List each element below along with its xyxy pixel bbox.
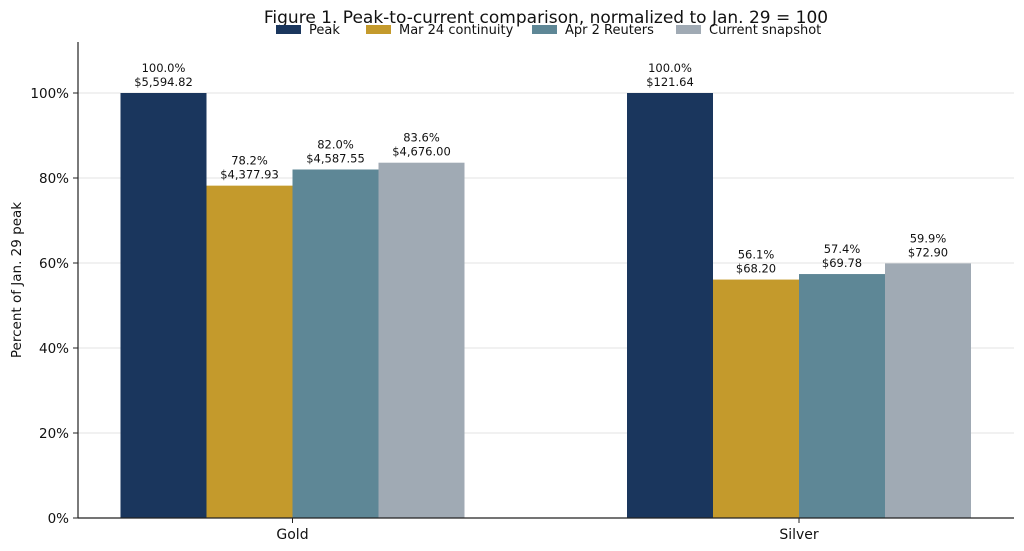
y-tick-label: 80% (39, 171, 69, 187)
data-label-percent: 78.2% (231, 154, 268, 168)
legend-label: Peak (309, 23, 340, 38)
legend-swatch (676, 25, 701, 34)
y-tick-label: 0% (48, 511, 70, 527)
bar-gold-3 (292, 169, 379, 518)
y-tick-label: 40% (39, 341, 69, 357)
data-label-percent: 59.9% (910, 231, 947, 245)
legend: Peak Mar 24 continuity Apr 2 Reuters Curren… (276, 23, 821, 38)
axes: 0% 20% 40% 60% 80% 100% Gold Silver (30, 42, 1014, 543)
data-label-percent: 82.0% (317, 138, 354, 152)
bar-silver-1 (627, 93, 713, 518)
bar-gold-2 (206, 185, 293, 518)
legend-label: Apr 2 Reuters (565, 23, 654, 38)
data-label-price: $69.78 (822, 256, 862, 270)
bar-silver-3 (799, 274, 885, 518)
data-label-percent: 57.4% (824, 242, 861, 256)
y-axis-label: Percent of Jan. 29 peak (9, 202, 25, 358)
data-label-price: $4,676.00 (392, 145, 451, 159)
bar-silver-4 (885, 263, 971, 518)
data-label-percent: 100.0% (648, 61, 692, 75)
x-tick-label: Gold (276, 527, 308, 543)
legend-label: Current snapshot (709, 23, 821, 38)
data-label-percent: 56.1% (738, 248, 775, 262)
bars (120, 93, 971, 518)
y-tick-label: 60% (39, 256, 69, 272)
data-label-price: $4,587.55 (306, 152, 365, 166)
bar-gold-4 (378, 162, 465, 518)
x-tick-label: Silver (779, 527, 819, 543)
data-label-price: $4,377.93 (220, 168, 279, 182)
bar-gold-1 (120, 93, 207, 518)
data-labels: 100.0%$5,594.8278.2%$4,377.9382.0%$4,587… (134, 61, 948, 276)
data-label-price: $72.90 (908, 245, 948, 259)
data-label-percent: 100.0% (142, 61, 186, 75)
legend-swatch (276, 25, 301, 34)
data-label-price: $5,594.82 (134, 75, 193, 89)
legend-swatch (532, 25, 557, 34)
legend-label: Mar 24 continuity (399, 23, 514, 38)
legend-swatch (366, 25, 391, 34)
y-tick-label: 100% (30, 86, 69, 102)
data-label-price: $121.64 (646, 75, 694, 89)
data-label-price: $68.20 (736, 262, 776, 276)
bar-silver-2 (713, 279, 799, 518)
y-tick-label: 20% (39, 426, 69, 442)
data-label-percent: 83.6% (403, 131, 440, 145)
chart-title: Figure 1. Peak-to-current comparison, no… (264, 8, 828, 28)
